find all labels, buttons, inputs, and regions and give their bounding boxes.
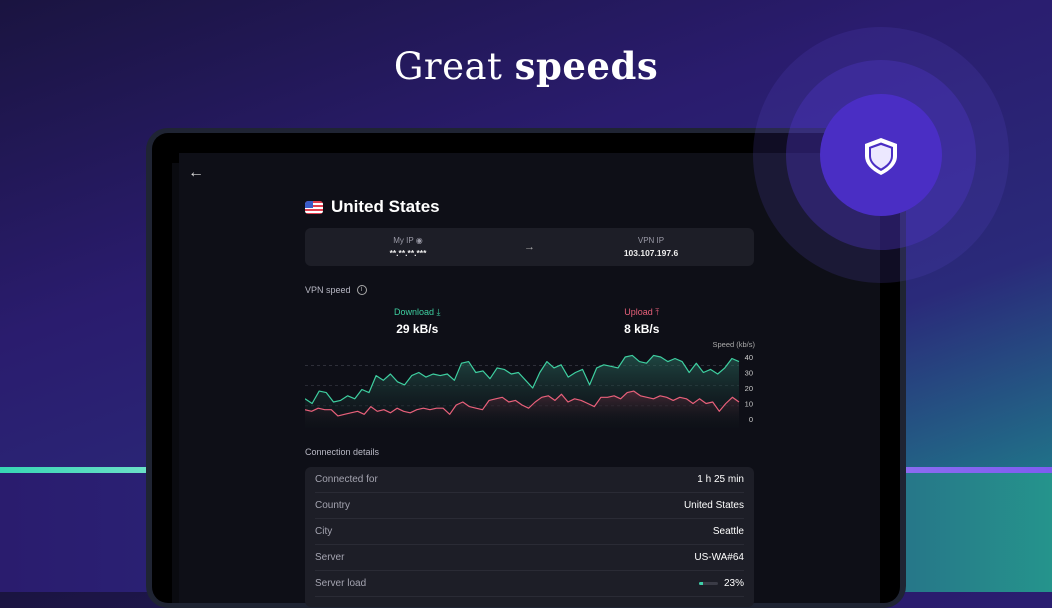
arrow-right-icon: →	[524, 241, 535, 253]
upload-line	[305, 390, 740, 417]
upload-value: 8 kB/s	[624, 322, 660, 336]
detail-key: City	[315, 526, 333, 537]
upload-area	[305, 391, 739, 428]
sidebar-strip	[172, 163, 182, 603]
connection-details-label: Connection details	[305, 447, 380, 457]
download-speed: Download ⤓ 29 kB/s	[305, 307, 530, 336]
detail-key: Country	[315, 500, 351, 511]
download-icon: ⤓	[436, 307, 441, 317]
y-tick-label: 30	[745, 369, 753, 378]
vpn-ip-label: VPN IP	[637, 236, 665, 245]
connection-details: Connected for 1 h 25 min Country United Sta…	[305, 467, 754, 607]
server-load-bar	[698, 582, 718, 585]
download-label: Download	[393, 307, 435, 317]
accent-line-right	[900, 467, 1052, 473]
download-value: 29 kB/s	[396, 322, 439, 336]
detail-key: Server load	[315, 578, 367, 589]
country-name: United States	[331, 197, 440, 216]
vpn-speed-label: VPN speed	[305, 285, 351, 295]
y-tick-label: 0	[749, 415, 753, 424]
my-ip-label: My IP	[393, 236, 414, 245]
us-flag-icon	[305, 200, 323, 214]
detail-row: Connected for 1 h 25 min	[315, 467, 744, 493]
speed-chart: Speed (kb/s) 0 10 20 30 40	[305, 340, 755, 428]
arrow-left-icon[interactable]: ←	[188, 164, 204, 181]
detail-key: Server	[315, 552, 345, 563]
upload-label: Upload	[624, 307, 653, 317]
detail-key: Connected for	[315, 474, 378, 485]
headline-light: Great	[393, 45, 515, 88]
page-title: United States	[305, 196, 754, 218]
download-line	[305, 354, 740, 405]
detail-row: Server load 23%	[315, 571, 744, 597]
eye-icon[interactable]: ◉	[415, 236, 423, 245]
headline-bold: speeds	[514, 44, 659, 88]
shield-badge	[820, 94, 942, 216]
vpn-ip-value: 103.107.197.6	[623, 248, 679, 258]
detail-value: 23%	[723, 578, 744, 589]
upload-speed: Upload ⤒ 8 kB/s	[530, 307, 755, 336]
shield-icon	[865, 138, 897, 175]
my-ip: My IP ◉ **.**.**.***	[318, 236, 498, 258]
detail-row: City Seattle	[315, 519, 744, 545]
detail-value: 1 h 25 min	[697, 474, 744, 485]
detail-value: US-WA#64	[694, 552, 744, 563]
detail-value: United States	[683, 500, 744, 511]
headline: Great speeds	[0, 44, 1052, 88]
country-panel: United States My IP ◉ **.**.**.*** → VPN…	[305, 196, 754, 336]
info-icon[interactable]: i	[356, 285, 367, 295]
y-axis-label: Speed (kb/s)	[712, 340, 755, 349]
detail-row: Server US-WA#64	[315, 545, 744, 571]
ip-box: My IP ◉ **.**.**.*** → VPN IP 103.107.19…	[305, 228, 754, 266]
y-tick-label: 10	[745, 400, 753, 409]
y-tick-label: 20	[745, 384, 753, 393]
detail-value: Seattle	[712, 526, 744, 537]
detail-row: Country United States	[315, 493, 744, 519]
my-ip-value: **.**.**.***	[389, 248, 427, 258]
upload-icon: ⤒	[655, 307, 660, 317]
accent-line-left	[0, 467, 148, 473]
y-tick-label: 40	[745, 353, 753, 362]
vpn-ip: VPN IP 103.107.197.6	[561, 236, 741, 258]
